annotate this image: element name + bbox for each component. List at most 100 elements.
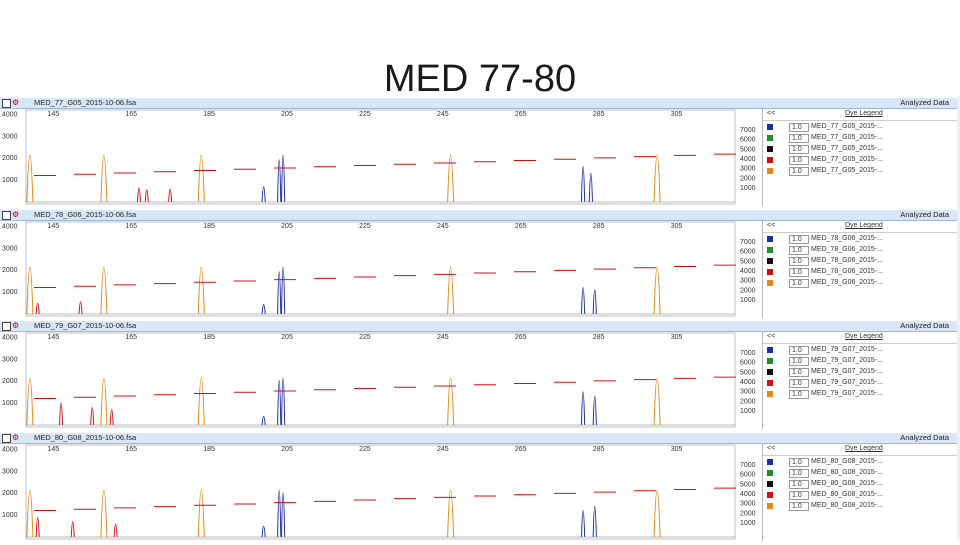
legend-collapse-icon[interactable]: << (767, 222, 776, 229)
x-tick-label: 305 (671, 111, 683, 118)
x-tick-label: 185 (203, 111, 215, 118)
dye-scale-value[interactable]: 1.0 (789, 235, 809, 244)
electropherogram-panel: ⚙ MED_79_G07_2015-10-06.fsa Analyzed Data 1… (0, 321, 960, 433)
orange-size-standard-peak (197, 489, 205, 538)
orange-size-standard-peak (100, 154, 108, 203)
right-y-tick-label: 7000 (740, 127, 756, 134)
right-y-tick-label: 2000 (740, 287, 756, 294)
legend-collapse-icon[interactable]: << (767, 445, 776, 452)
dye-scale-value[interactable]: 1.0 (789, 156, 809, 165)
blue-dye-peak (277, 159, 282, 203)
dye-legend: << Dye Legend 1.0 MED_80_G08_2015-... 1.0 MED… (762, 444, 958, 541)
dye-swatch (767, 157, 773, 163)
x-tick-label: 305 (671, 223, 683, 230)
dye-swatch (767, 124, 773, 130)
orange-size-standard-peak (26, 489, 34, 538)
panel-checkbox[interactable] (2, 211, 11, 220)
blue-dye-peak (592, 289, 597, 315)
dye-scale-value[interactable]: 1.0 (789, 368, 809, 377)
right-y-tick-label: 4000 (740, 268, 756, 275)
orange-size-standard-peak (26, 154, 34, 203)
x-tick-label: 265 (515, 334, 527, 341)
right-y-tick-label: 2000 (740, 510, 756, 517)
panel-checkbox[interactable] (2, 434, 11, 443)
dye-swatch (767, 459, 773, 465)
right-edge-divider (957, 96, 960, 540)
dye-scale-value[interactable]: 1.0 (789, 480, 809, 489)
left-y-tick-label: 2000 (2, 267, 18, 274)
left-y-tick-label: 3000 (2, 245, 18, 252)
dye-sample-name: MED_78_G06_2015-... (811, 268, 883, 275)
right-y-tick-label: 4000 (740, 491, 756, 498)
dye-scale-value[interactable]: 1.0 (789, 257, 809, 266)
dye-scale-value[interactable]: 1.0 (789, 123, 809, 132)
dye-scale-value[interactable]: 1.0 (789, 458, 809, 467)
blue-dye-peak (277, 489, 282, 538)
x-tick-label: 225 (359, 334, 371, 341)
plot-tool-icon[interactable]: ⚙ (12, 210, 20, 219)
legend-header: << Dye Legend (763, 221, 958, 233)
panel-checkbox[interactable] (2, 322, 11, 331)
dye-legend: << Dye Legend 1.0 MED_78_G06_2015-... 1.0 MED… (762, 221, 958, 318)
right-y-tick-label: 1000 (740, 520, 756, 527)
dye-scale-value[interactable]: 1.0 (789, 469, 809, 478)
dye-swatch (767, 269, 773, 275)
dye-scale-value[interactable]: 1.0 (789, 346, 809, 355)
dye-sample-name: MED_77_G05_2015-... (811, 145, 883, 152)
dye-sample-name: MED_80_G08_2015-... (811, 469, 883, 476)
right-y-tick-label: 5000 (740, 146, 756, 153)
legend-collapse-icon[interactable]: << (767, 333, 776, 340)
x-tick-label: 185 (203, 446, 215, 453)
right-y-tick-label: 4000 (740, 156, 756, 163)
dye-scale-value[interactable]: 1.0 (789, 134, 809, 143)
red-dye-peak (144, 189, 149, 203)
legend-header: << Dye Legend (763, 109, 958, 121)
dye-scale-value[interactable]: 1.0 (789, 145, 809, 154)
blue-dye-peak (277, 380, 282, 426)
legend-header: << Dye Legend (763, 332, 958, 344)
red-dye-peak (70, 521, 75, 538)
right-y-tick-label: 7000 (740, 462, 756, 469)
dye-swatch (767, 492, 773, 498)
left-y-tick-label: 4000 (2, 446, 18, 453)
dye-scale-value[interactable]: 1.0 (789, 379, 809, 388)
dye-scale-value[interactable]: 1.0 (789, 390, 809, 399)
analyzed-data-label: Analyzed Data (900, 210, 949, 219)
file-name: MED_79_G07_2015-10-06.fsa (34, 321, 137, 330)
right-y-tick-label: 7000 (740, 350, 756, 357)
electropherogram-panel: ⚙ MED_80_G08_2015-10-06.fsa Analyzed Data 1… (0, 433, 960, 545)
x-tick-label: 245 (437, 446, 449, 453)
panel-checkbox[interactable] (2, 99, 11, 108)
dye-scale-value[interactable]: 1.0 (789, 502, 809, 511)
x-tick-label: 265 (515, 223, 527, 230)
dye-scale-value[interactable]: 1.0 (789, 279, 809, 288)
orange-size-standard-peak (447, 489, 455, 538)
dye-sample-name: MED_79_G07_2015-... (811, 346, 883, 353)
blue-dye-peak (261, 525, 266, 538)
blue-dye-peak (281, 154, 286, 203)
red-dye-peak (90, 407, 95, 426)
blue-dye-peak (281, 377, 286, 426)
orange-size-standard-peak (197, 266, 205, 315)
legend-collapse-icon[interactable]: << (767, 110, 776, 117)
plot-frame (25, 444, 736, 540)
dye-scale-value[interactable]: 1.0 (789, 491, 809, 500)
left-y-tick-label: 4000 (2, 334, 18, 341)
dye-sample-name: MED_77_G05_2015-... (811, 156, 883, 163)
plot-tool-icon[interactable]: ⚙ (12, 98, 20, 107)
dye-sample-name: MED_80_G08_2015-... (811, 480, 883, 487)
right-y-tick-label: 6000 (740, 137, 756, 144)
dye-scale-value[interactable]: 1.0 (789, 167, 809, 176)
plot-tool-icon[interactable]: ⚙ (12, 321, 20, 330)
dye-sample-name: MED_80_G08_2015-... (811, 502, 883, 509)
right-y-tick-label: 1000 (740, 297, 756, 304)
red-dye-peak (78, 301, 83, 315)
dye-scale-value[interactable]: 1.0 (789, 268, 809, 277)
dye-scale-value[interactable]: 1.0 (789, 357, 809, 366)
blue-dye-peak (580, 166, 586, 203)
x-tick-label: 265 (515, 446, 527, 453)
analyzed-data-label: Analyzed Data (900, 433, 949, 442)
right-y-tick-label: 3000 (740, 501, 756, 508)
dye-scale-value[interactable]: 1.0 (789, 246, 809, 255)
plot-tool-icon[interactable]: ⚙ (12, 433, 20, 442)
